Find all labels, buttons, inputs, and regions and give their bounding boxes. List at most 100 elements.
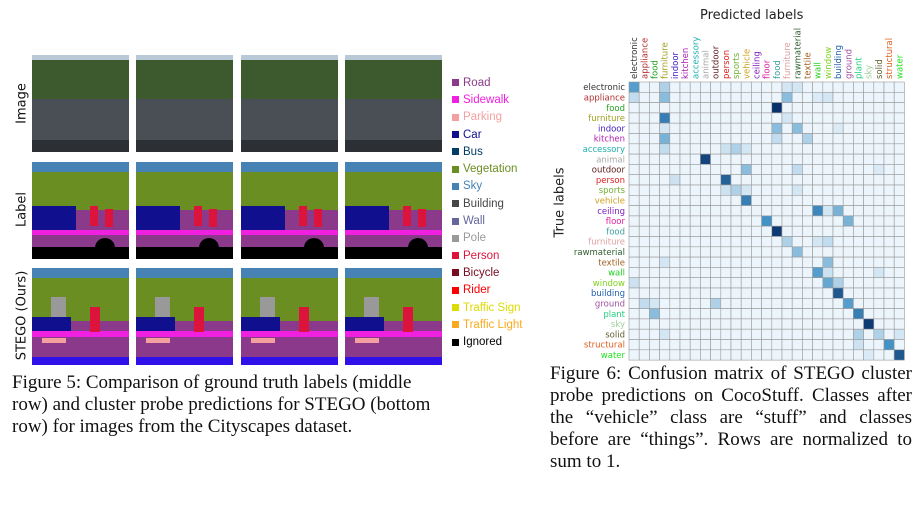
y-tick-label: furniture [588, 114, 625, 124]
matrix-cell [720, 318, 732, 330]
matrix-cell [740, 328, 752, 340]
y-tick-label: floor [606, 217, 626, 227]
matrix-cell [883, 246, 895, 258]
matrix-cell [791, 174, 803, 186]
x-tick-label: ground [844, 49, 854, 79]
matrix-cell [710, 246, 722, 258]
matrix-cell [689, 318, 701, 330]
matrix-cell [781, 318, 793, 330]
legend-item: Pole [452, 230, 522, 247]
matrix-cell [873, 122, 885, 134]
y-tick-label: outdoor [592, 166, 626, 176]
matrix-cell [791, 184, 803, 196]
y-tick-label: building [591, 289, 625, 299]
matrix-cell [730, 287, 742, 299]
matrix-cell [771, 318, 783, 330]
matrix-cell [883, 256, 895, 268]
matrix-cell [628, 153, 640, 165]
matrix-cell [730, 349, 742, 361]
matrix-cell [730, 184, 742, 196]
figure-5-caption: Figure 5: Comparison of ground truth lab… [12, 372, 431, 437]
matrix-cell [689, 277, 701, 289]
matrix-cell [863, 164, 875, 175]
matrix-cell [710, 133, 722, 145]
matrix-cell [781, 153, 793, 165]
matrix-cell [669, 225, 681, 237]
matrix-cell [720, 143, 732, 155]
matrix-cell [761, 236, 773, 248]
legend-item: Sidewalk [452, 91, 522, 108]
matrix-cell [740, 236, 752, 248]
matrix-cell [649, 297, 660, 309]
matrix-cell [638, 164, 650, 175]
matrix-cell [812, 133, 824, 145]
matrix-cell [822, 184, 834, 196]
matrix-cell [873, 164, 885, 175]
matrix-cell [720, 195, 732, 206]
matrix-cell [689, 153, 701, 165]
matrix-cell [832, 153, 844, 165]
matrix-cell [689, 215, 701, 227]
y-tick-label: structural [584, 341, 625, 351]
matrix-cell [689, 122, 701, 134]
matrix-cell [832, 256, 844, 268]
matrix-cell [751, 256, 762, 268]
x-tick-label: wall [814, 62, 824, 79]
matrix-cell [659, 174, 671, 186]
matrix-cell [781, 133, 793, 145]
matrix-cell [679, 215, 691, 227]
matrix-cell [689, 205, 701, 217]
matrix-cell [883, 174, 895, 186]
matrix-cell [679, 267, 691, 278]
matrix-cell [873, 184, 885, 196]
matrix-cell [649, 133, 660, 145]
legend-swatch [452, 131, 459, 139]
matrix-cell [812, 205, 824, 217]
y-tick-label: indoor [598, 124, 626, 134]
matrix-cell [802, 153, 813, 165]
matrix-cell [751, 287, 762, 299]
y-tick-label: furniture [588, 238, 625, 248]
matrix-cell [689, 256, 701, 268]
stego-tile [136, 268, 233, 365]
matrix-cell [771, 102, 783, 114]
matrix-cell [883, 215, 895, 227]
matrix-cell [771, 256, 783, 268]
matrix-cell [893, 133, 905, 145]
matrix-cell [659, 122, 671, 134]
photo-tile [32, 55, 129, 152]
matrix-cell [842, 205, 854, 217]
matrix-cell [893, 92, 905, 103]
matrix-cell [700, 153, 711, 165]
matrix-cell [720, 205, 732, 217]
matrix-cell [802, 236, 813, 248]
matrix-cell [822, 102, 834, 114]
matrix-cell [853, 297, 864, 309]
matrix-cell [659, 143, 671, 155]
matrix-cell [638, 122, 650, 134]
matrix-cell [669, 205, 681, 217]
matrix-cell [730, 328, 742, 340]
matrix-cell [863, 277, 875, 289]
matrix-cell [720, 81, 732, 93]
matrix-cell [730, 267, 742, 278]
matrix-cell [863, 318, 875, 330]
matrix-cell [710, 225, 722, 237]
legend-swatch [452, 304, 459, 311]
matrix-cell [710, 308, 722, 320]
matrix-cell [771, 339, 783, 351]
matrix-cell [710, 277, 722, 289]
label-tile [32, 162, 129, 259]
legend-label: Rider [463, 284, 491, 297]
matrix-cell [700, 205, 711, 217]
matrix-cell [649, 225, 660, 237]
matrix-cell [771, 328, 783, 340]
matrix-cell [659, 225, 671, 237]
matrix-cell [802, 122, 813, 134]
matrix-cell [659, 133, 671, 145]
matrix-cell [761, 277, 773, 289]
matrix-cell [812, 267, 824, 278]
matrix-cell [638, 102, 650, 114]
matrix-cell [863, 256, 875, 268]
matrix-cell [649, 339, 660, 351]
